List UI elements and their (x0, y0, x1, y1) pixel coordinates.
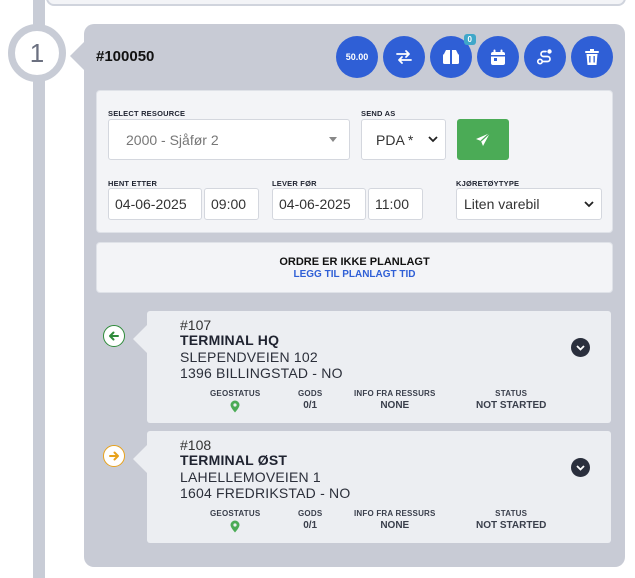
info-label: INFO FRA RESSURS (354, 389, 436, 398)
route-button[interactable] (524, 36, 566, 78)
vehicle-type-select[interactable]: Liten varebil (456, 188, 602, 220)
calendar-icon (491, 49, 505, 65)
stop-address-line1: LAHELLEMOVEIEN 1 (180, 469, 321, 485)
deliver-time-input[interactable]: 11:00 (368, 188, 423, 220)
geostatus-label: GEOSTATUS (210, 509, 261, 518)
gods-column: GODS 0/1 (298, 389, 322, 411)
arrow-right-icon (109, 451, 119, 461)
status-column: STATUS NOT STARTED (476, 389, 546, 411)
deliver-date-input[interactable]: 04-06-2025 (272, 188, 366, 220)
info-value: NONE (380, 400, 410, 411)
geostatus-column: GEOSTATUS (210, 389, 260, 418)
chevron-down-icon (576, 464, 585, 471)
expand-stop-button[interactable] (571, 458, 590, 477)
package-count-badge: 0 (463, 34, 476, 45)
pickup-date-input[interactable]: 04-06-2025 (108, 188, 202, 220)
pickup-direction-indicator (103, 325, 125, 347)
status-value: NOT STARTED (476, 400, 547, 411)
gods-label: GODS (298, 389, 323, 398)
send-as-select[interactable]: PDA * (361, 119, 446, 160)
info-value: NONE (380, 520, 410, 531)
expand-stop-button[interactable] (571, 338, 590, 357)
chevron-down-icon (576, 344, 585, 351)
info-label: INFO FRA RESSURS (354, 509, 436, 518)
resource-label: SELECT RESOURCE (108, 109, 186, 118)
step-number-badge: 1 (8, 24, 66, 82)
deliver-date-value: 04-06-2025 (279, 196, 351, 212)
order-form-panel: SELECT RESOURCE 2000 - Sjåfør 2 SEND AS … (96, 90, 613, 233)
stop-address-line2: 1604 FREDRIKSTAD - NO (180, 485, 351, 501)
package-icon (443, 50, 459, 64)
stop-address-line2: 1396 BILLINGSTAD - NO (180, 365, 343, 381)
resource-select[interactable]: 2000 - Sjåfør 2 (108, 119, 350, 160)
stop-address-line1: SLEPENDVEIEN 102 (180, 349, 318, 365)
route-icon (536, 49, 552, 65)
send-as-label: SEND AS (361, 109, 396, 118)
pickup-time-input[interactable]: 09:00 (204, 188, 259, 220)
swap-arrows-icon (396, 50, 412, 64)
stop-number: #108 (180, 437, 212, 453)
order-toolbar: 50.00 0 (336, 34, 613, 78)
geostatus-label: GEOSTATUS (210, 389, 261, 398)
delivery-direction-indicator (103, 445, 125, 467)
vehicle-type-label: KJØRETØYTYPE (456, 179, 520, 188)
resource-value: 2000 - Sjåfør 2 (126, 131, 219, 148)
map-pin-icon (230, 400, 240, 413)
stop-name: TERMINAL HQ (180, 332, 280, 348)
deliver-time-value: 11:00 (375, 196, 409, 212)
package-button[interactable]: 0 (430, 34, 476, 78)
status-label: STATUS (495, 389, 528, 398)
pickup-date-value: 04-06-2025 (115, 196, 187, 212)
stop-name: TERMINAL ØST (180, 452, 288, 468)
gods-column: GODS 0/1 (298, 509, 322, 531)
calendar-button[interactable] (477, 36, 519, 78)
arrow-left-icon (109, 331, 119, 341)
timeline-line (33, 0, 45, 578)
order-card: #100050 50.00 0 SELECT RESOURCE 2 (70, 24, 625, 567)
gods-label: GODS (298, 509, 323, 518)
previous-card-edge (46, 0, 626, 6)
deliver-label: LEVER FØR (272, 179, 317, 188)
stop-number: #107 (180, 317, 212, 333)
send-button[interactable] (457, 119, 509, 160)
pickup-label: HENT ETTER (108, 179, 158, 188)
chevron-down-icon (584, 200, 594, 207)
chevron-down-icon (329, 137, 337, 142)
add-planned-time-link[interactable]: LEGG TIL PLANLAGT TID (293, 269, 416, 280)
gods-value: 0/1 (303, 520, 318, 531)
stop-card[interactable]: #107 TERMINAL HQ SLEPENDVEIEN 102 1396 B… (133, 311, 611, 423)
geostatus-column: GEOSTATUS (210, 509, 260, 538)
chevron-down-icon (428, 136, 438, 143)
amount-button[interactable]: 50.00 (336, 36, 378, 78)
map-pin-icon (230, 520, 240, 533)
gods-value: 0/1 (303, 400, 318, 411)
delete-button[interactable] (571, 36, 613, 78)
swap-button[interactable] (383, 36, 425, 78)
pickup-time-value: 09:00 (211, 196, 247, 212)
trash-icon (585, 49, 599, 65)
paper-plane-icon (476, 132, 491, 146)
send-as-value: PDA * (376, 131, 414, 148)
status-column: STATUS NOT STARTED (476, 509, 546, 531)
order-id: #100050 (96, 48, 155, 65)
info-column: INFO FRA RESSURS NONE (354, 509, 436, 531)
vehicle-type-value: Liten varebil (464, 196, 540, 212)
status-label: STATUS (495, 509, 528, 518)
planning-status: ORDRE ER IKKE PLANLAGT (279, 256, 430, 268)
planning-panel: ORDRE ER IKKE PLANLAGT LEGG TIL PLANLAGT… (96, 242, 613, 293)
status-value: NOT STARTED (476, 520, 547, 531)
stop-card[interactable]: #108 TERMINAL ØST LAHELLEMOVEIEN 1 1604 … (133, 431, 611, 543)
info-column: INFO FRA RESSURS NONE (354, 389, 436, 411)
